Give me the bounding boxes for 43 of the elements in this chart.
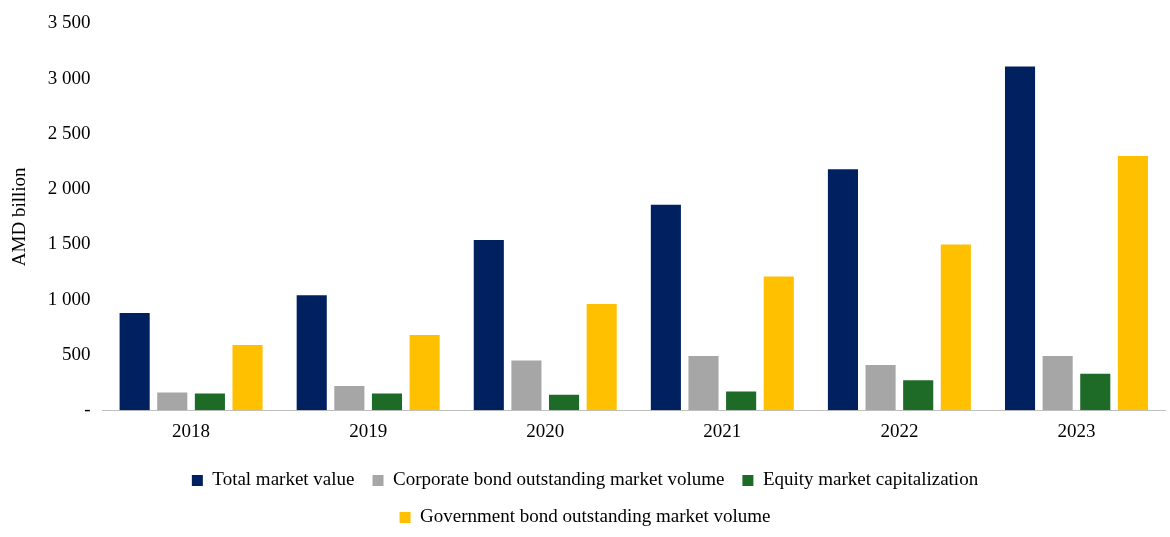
bar bbox=[1004, 66, 1036, 411]
bar bbox=[586, 304, 617, 411]
bar bbox=[940, 244, 971, 411]
bar bbox=[409, 335, 440, 411]
y-axis-title: AMD billion bbox=[8, 166, 30, 267]
bar bbox=[371, 393, 403, 411]
bar bbox=[688, 356, 719, 411]
y-tick-label: 1 500 bbox=[47, 232, 91, 254]
legend-label: Total market value bbox=[212, 468, 355, 490]
bar bbox=[511, 360, 542, 411]
bar bbox=[1117, 156, 1148, 411]
y-tick-label: 3 000 bbox=[47, 66, 91, 88]
x-tick-label: 2022 bbox=[880, 419, 919, 441]
bar bbox=[1042, 356, 1073, 411]
bar bbox=[157, 392, 188, 411]
x-tick-label: 2018 bbox=[172, 419, 211, 441]
x-tick-label: 2019 bbox=[349, 419, 388, 441]
bar bbox=[119, 312, 150, 411]
bar bbox=[232, 345, 263, 411]
legend-label: Corporate bond outstanding market volume bbox=[393, 468, 725, 490]
bar bbox=[194, 393, 225, 411]
y-tick-label: 500 bbox=[62, 342, 91, 364]
y-tick-label: - bbox=[84, 398, 91, 420]
bar bbox=[726, 391, 757, 411]
bar bbox=[903, 380, 934, 411]
bar bbox=[334, 385, 365, 411]
x-tick-label: 2021 bbox=[703, 419, 742, 441]
y-tick-label: 1 000 bbox=[47, 287, 91, 309]
legend-label: Government bond outstanding market volume bbox=[420, 505, 771, 527]
bar bbox=[763, 276, 794, 411]
bar bbox=[827, 169, 858, 411]
bar bbox=[865, 364, 896, 411]
bar bbox=[549, 394, 580, 411]
bar bbox=[296, 295, 327, 411]
bar bbox=[473, 240, 504, 411]
legend-label: Equity market capitalization bbox=[762, 468, 979, 490]
bar bbox=[1080, 373, 1111, 411]
y-tick-label: 2 500 bbox=[47, 121, 91, 143]
y-tick-label: 3 500 bbox=[47, 11, 91, 33]
bar bbox=[650, 204, 681, 411]
y-tick-label: 2 000 bbox=[47, 177, 91, 199]
x-tick-label: 2023 bbox=[1057, 419, 1096, 441]
x-tick-label: 2020 bbox=[526, 419, 565, 441]
